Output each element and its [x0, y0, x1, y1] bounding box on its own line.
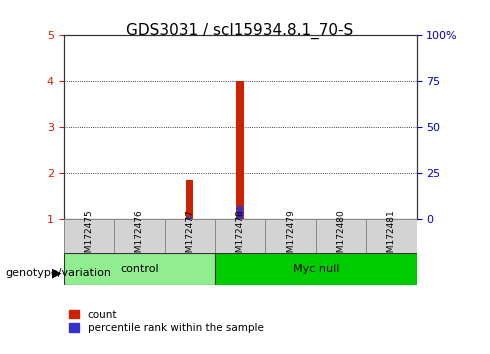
FancyBboxPatch shape [215, 219, 265, 253]
FancyBboxPatch shape [114, 219, 165, 253]
Text: control: control [120, 264, 159, 274]
FancyBboxPatch shape [165, 219, 215, 253]
FancyBboxPatch shape [316, 219, 366, 253]
Bar [238, 206, 243, 219]
Text: GSM172479: GSM172479 [286, 209, 295, 264]
Bar [236, 81, 244, 219]
Text: GSM172477: GSM172477 [185, 209, 194, 264]
Bar [186, 181, 194, 219]
Bar [187, 217, 193, 219]
Text: GDS3031 / scl15934.8.1_70-S: GDS3031 / scl15934.8.1_70-S [126, 23, 354, 39]
Text: GSM172478: GSM172478 [236, 209, 245, 264]
Text: GSM172480: GSM172480 [337, 209, 345, 264]
Text: Myc null: Myc null [293, 264, 339, 274]
Text: ▶: ▶ [51, 267, 61, 280]
Text: GSM172481: GSM172481 [387, 209, 396, 264]
FancyBboxPatch shape [64, 253, 215, 285]
FancyBboxPatch shape [265, 219, 316, 253]
Legend: count, percentile rank within the sample: count, percentile rank within the sample [69, 310, 264, 333]
FancyBboxPatch shape [215, 253, 416, 285]
FancyBboxPatch shape [64, 219, 114, 253]
Text: genotype/variation: genotype/variation [5, 268, 111, 278]
FancyBboxPatch shape [366, 219, 416, 253]
Text: GSM172475: GSM172475 [84, 209, 94, 264]
Text: GSM172476: GSM172476 [135, 209, 144, 264]
